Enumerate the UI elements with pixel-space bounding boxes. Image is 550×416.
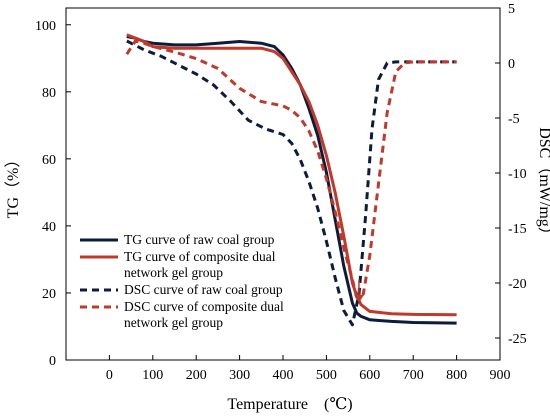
right-tick-label: -10 bbox=[508, 167, 527, 182]
left-tick-label: 40 bbox=[42, 220, 56, 235]
left-tick-label: 100 bbox=[35, 19, 56, 34]
plot-frame bbox=[65, 7, 501, 361]
left-tick-label: 0 bbox=[49, 354, 56, 369]
x-tick-label: 500 bbox=[316, 368, 337, 383]
right-tick-label: 0 bbox=[508, 57, 515, 72]
x-tick-label: 800 bbox=[446, 368, 467, 383]
right-tick-label: -20 bbox=[508, 277, 527, 292]
x-tick-label: 200 bbox=[186, 368, 207, 383]
x-tick-label: 600 bbox=[359, 368, 380, 383]
legend-label-1: TG curve of raw coal group bbox=[124, 232, 275, 247]
left-tick-label: 80 bbox=[42, 86, 56, 101]
x-tick-label: 0 bbox=[106, 368, 113, 383]
left-tick-label: 20 bbox=[42, 287, 56, 302]
left-axis-ticks: 0 20 40 60 80 100 bbox=[35, 19, 71, 369]
x-axis-label: Temperature (℃) bbox=[227, 396, 352, 413]
left-tick-label: 60 bbox=[42, 153, 56, 168]
right-tick-label: 5 bbox=[508, 2, 515, 17]
arrow-annotation-head bbox=[353, 294, 364, 303]
x-tick-label: 100 bbox=[142, 368, 163, 383]
right-tick-label: -25 bbox=[508, 332, 527, 347]
right-tick-label: -15 bbox=[508, 222, 527, 237]
legend-label-2: TG curve of composite dual network gel gr… bbox=[124, 249, 276, 280]
legend: TG curve of raw coal group TG curve of co… bbox=[80, 232, 284, 330]
annotation-layer bbox=[353, 279, 364, 303]
series-line-3 bbox=[126, 39, 457, 327]
legend-label-3: DSC curve of raw coal group bbox=[124, 282, 283, 297]
x-tick-label: 900 bbox=[490, 368, 511, 383]
right-axis-ticks: 5 0 -5 -10 -15 -20 -25 bbox=[495, 2, 527, 347]
series-line-2 bbox=[126, 33, 457, 317]
x-tick-label: 400 bbox=[273, 368, 294, 383]
x-tick-label: 300 bbox=[229, 368, 250, 383]
series-line-4 bbox=[125, 39, 457, 299]
legend-label-4: DSC curve of composite dual network gel g… bbox=[124, 299, 284, 330]
right-tick-label: -5 bbox=[508, 112, 520, 127]
x-tick-label: 700 bbox=[403, 368, 424, 383]
series-layer bbox=[125, 33, 457, 327]
left-axis-label: TG（%） bbox=[4, 152, 22, 219]
right-axis-label: DSC（mW/mg） bbox=[536, 127, 550, 243]
